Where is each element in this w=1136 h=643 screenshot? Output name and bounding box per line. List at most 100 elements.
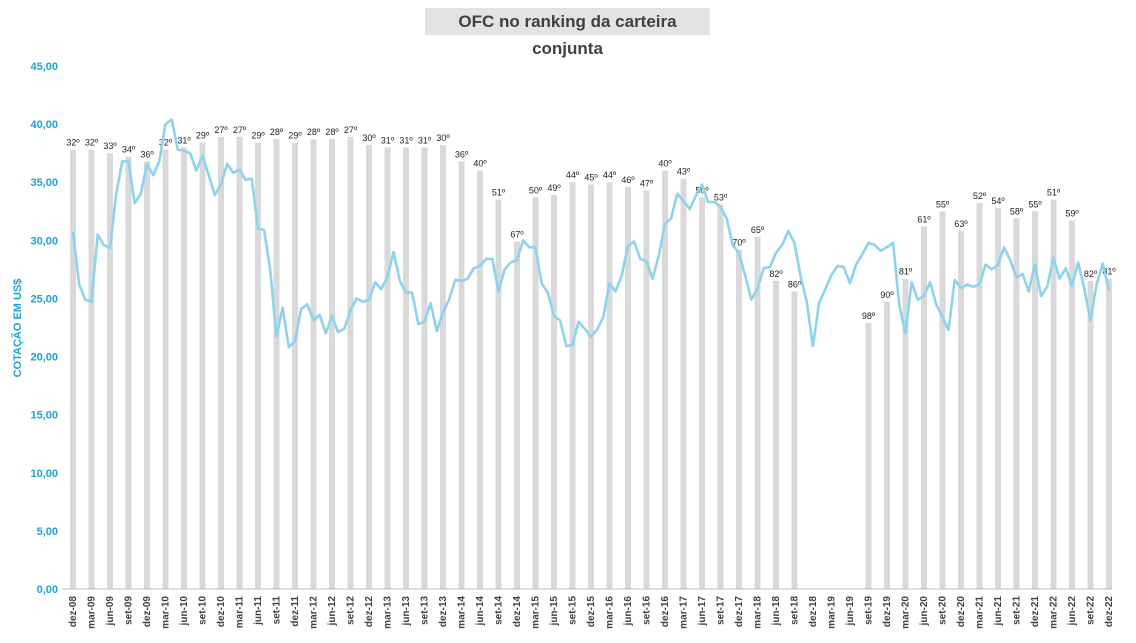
ranking-bar [440, 145, 446, 589]
ranking-bar [625, 186, 631, 590]
ranking-bar [218, 136, 224, 589]
ranking-label: 50º [529, 185, 543, 195]
x-tick-label: jun-22 [1067, 596, 1078, 627]
ranking-label: 81º [1102, 267, 1116, 277]
x-tick-label: mar-16 [605, 596, 616, 629]
ranking-label: 40º [473, 159, 487, 169]
ranking-bars [70, 136, 1112, 590]
ranking-bar [403, 147, 409, 589]
x-tick-label: jun-10 [179, 596, 190, 627]
ranking-label: 29º [251, 131, 265, 141]
x-tick-label: set-12 [346, 596, 357, 625]
ranking-bar [162, 149, 169, 589]
x-tick-label: dez-15 [586, 596, 597, 628]
x-tick-label: dez-16 [660, 596, 671, 628]
ranking-bar [1069, 220, 1075, 589]
x-tick-label: set-13 [420, 596, 431, 625]
x-tick-label: mar-17 [679, 596, 690, 629]
ranking-label: 82º [1084, 269, 1098, 279]
y-tick-label: 35,00 [30, 177, 58, 189]
ranking-bar [754, 236, 761, 589]
x-tick-label: mar-14 [457, 596, 468, 629]
ranking-label: 43º [677, 167, 691, 177]
ranking-label: 81º [899, 267, 913, 277]
ranking-bar [884, 301, 890, 589]
x-tick-label: dez-10 [216, 596, 227, 628]
x-tick-label: mar-10 [161, 596, 172, 629]
ranking-label: 29º [288, 131, 302, 141]
ranking-label: 31º [381, 135, 395, 145]
ranking-bar [532, 197, 539, 589]
ranking-bar [1032, 211, 1038, 589]
y-tick-label: 10,00 [30, 468, 58, 480]
ranking-bar [865, 322, 872, 589]
ranking-label: 31º [399, 135, 413, 145]
x-tick-label: mar-13 [383, 596, 394, 629]
x-tick-label: jun-19 [845, 596, 856, 627]
x-tick-label: jun-18 [771, 596, 782, 627]
x-tick-label: set-09 [124, 596, 135, 625]
ranking-label: 29º [196, 131, 210, 141]
ranking-bar [662, 170, 668, 589]
ranking-bar [125, 156, 132, 590]
ranking-bar [551, 195, 557, 590]
y-tick-label: 20,00 [30, 352, 58, 364]
ranking-label: 40º [658, 159, 672, 169]
ranking-bar [699, 197, 705, 589]
ranking-label: 27º [344, 125, 358, 135]
x-tick-label: jun-13 [401, 596, 412, 627]
ranking-bar [292, 142, 298, 589]
x-axis-ticks: dez-08 mar-09 jun-09 set-09 dez-09 mar-10 jun-… [68, 596, 1115, 629]
x-tick-label: mar-12 [309, 596, 320, 629]
price-line [71, 118, 1111, 349]
ranking-label: 63º [954, 219, 968, 229]
ranking-label: 30º [362, 133, 376, 143]
x-tick-label: dez-13 [438, 596, 449, 628]
ranking-label: 54º [991, 196, 1005, 206]
y-tick-label: 30,00 [30, 235, 58, 247]
y-tick-label: 0,00 [37, 584, 58, 596]
ranking-bar [643, 190, 650, 589]
x-tick-label: dez-14 [512, 596, 523, 628]
ranking-label: 55º [1028, 199, 1042, 209]
x-tick-label: jun-21 [993, 596, 1004, 627]
ranking-bar [680, 178, 687, 590]
ranking-bar [1106, 278, 1112, 589]
ranking-bar [347, 136, 354, 589]
ranking-bar [477, 170, 483, 589]
ranking-labels: 32º 32º 33º 34º 36º 32º 31º 29º 27º 27º 29º 28º 29º 2… [66, 125, 1116, 321]
ranking-bar [514, 241, 520, 590]
x-tick-label: mar-18 [753, 596, 764, 629]
ranking-label: 36º [140, 149, 154, 159]
x-tick-label: jun-12 [327, 596, 338, 627]
ranking-label: 28º [307, 127, 321, 137]
x-tick-label: dez-21 [1030, 596, 1041, 628]
x-tick-label: mar-21 [975, 596, 986, 629]
x-tick-label: jun-14 [475, 596, 486, 627]
ranking-label: 53º [714, 192, 728, 202]
x-tick-label: dez-22 [1104, 596, 1115, 628]
x-tick-label: dez-18 [808, 596, 819, 628]
x-tick-label: set-14 [494, 596, 505, 625]
ranking-bar [1087, 281, 1094, 589]
ranking-label: 67º [510, 229, 524, 239]
ranking-label: 58º [1010, 206, 1024, 216]
y-tick-label: 15,00 [30, 410, 58, 422]
ranking-label: 51º [492, 188, 506, 198]
x-tick-label: dez-09 [142, 596, 153, 628]
x-tick-label: mar-15 [531, 596, 542, 629]
ranking-label: 30º [436, 133, 450, 143]
x-tick-label: set-15 [568, 596, 579, 625]
ranking-bar [366, 145, 372, 589]
ranking-bar [329, 139, 335, 589]
ranking-label: 61º [917, 214, 931, 224]
ranking-label: 98º [862, 311, 876, 321]
x-tick-label: set-22 [1086, 596, 1097, 625]
x-tick-label: dez-08 [68, 596, 79, 628]
x-tick-label: set-18 [790, 596, 801, 625]
ranking-bar [384, 147, 391, 589]
ranking-label: 32º [66, 138, 80, 148]
x-tick-label: dez-12 [364, 596, 375, 628]
ranking-bar [236, 136, 243, 589]
x-tick-label: jun-15 [549, 596, 560, 627]
